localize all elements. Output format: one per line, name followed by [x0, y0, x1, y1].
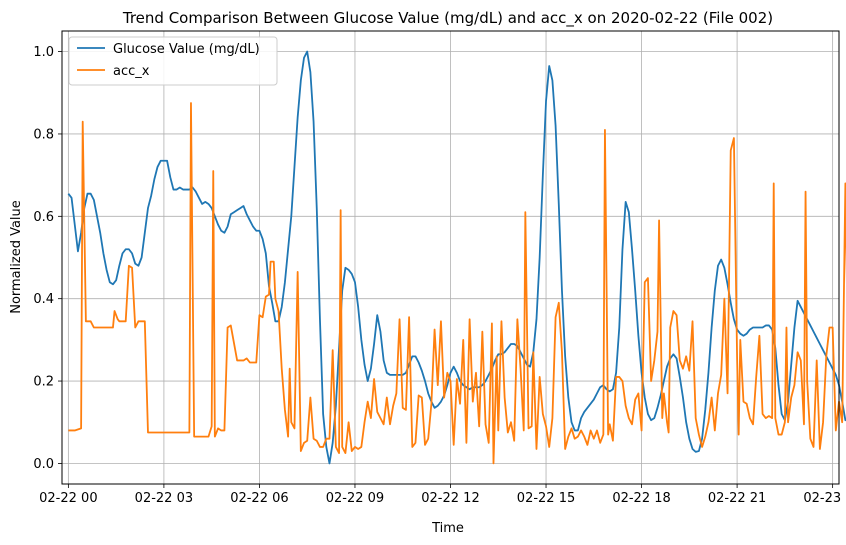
x-tick-label: 02-22 15 — [517, 491, 575, 506]
series-layer — [67, 50, 846, 465]
x-tick-label: 02-22 21 — [708, 491, 766, 506]
y-tick-label: 0.6 — [33, 210, 54, 225]
x-axis: 02-22 00 02-22 03 02-22 06 02-22 09 02-22 12… — [39, 484, 846, 506]
x-tick-label: 02-22 00 — [39, 491, 97, 506]
y-tick-label: 0.2 — [33, 375, 54, 390]
y-tick-label: 0.8 — [33, 127, 54, 142]
series-line-acc-x — [68, 102, 846, 465]
x-tick-label: 02-22 03 — [135, 491, 193, 506]
x-tick-label: 02-22 18 — [612, 491, 670, 506]
legend: Glucose Value (mg/dL) acc_x — [68, 36, 278, 86]
grid — [62, 31, 839, 484]
legend-label-acc-x: acc_x — [113, 64, 150, 79]
chart-title: Trend Comparison Between Glucose Value (… — [122, 9, 773, 28]
legend-box — [68, 36, 278, 86]
y-tick-label: 0.0 — [33, 457, 54, 472]
y-axis: 0.0 0.2 0.4 0.6 0.8 1.0 — [33, 45, 62, 472]
x-tick-label: 02-22 06 — [230, 491, 288, 506]
x-tick-label: 02-22 12 — [421, 491, 479, 506]
y-axis-label: Normalized Value — [9, 200, 24, 314]
x-tick-label: 02-23 00 — [803, 491, 846, 506]
x-tick-label: 02-22 09 — [326, 491, 384, 506]
y-tick-label: 1.0 — [33, 45, 54, 60]
y-tick-label: 0.4 — [33, 292, 54, 307]
x-axis-label: Time — [431, 521, 464, 536]
legend-label-glucose: Glucose Value (mg/dL) — [113, 42, 260, 57]
